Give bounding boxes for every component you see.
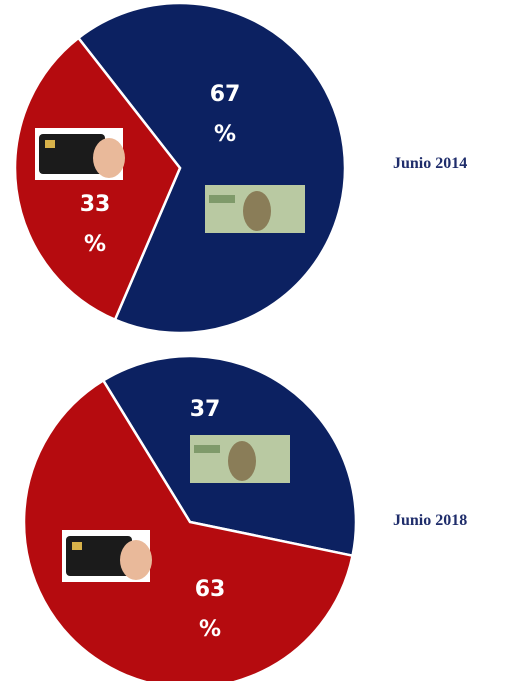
chart-title: Junio 2014 [393,155,468,172]
value-label: 37 [189,397,221,422]
banknote-portrait [243,191,271,231]
chart-title: Junio 2018 [393,512,468,529]
card [39,134,105,174]
card-chip [72,542,82,550]
card-chip [45,140,55,148]
hand [93,138,125,178]
banknote-band [209,195,235,203]
pie-slice [22,378,355,681]
value-label: 33 % [79,192,111,257]
banknote-image [190,435,290,483]
value-label: 67 % [209,82,241,147]
hand [120,540,152,580]
banknote-band [194,445,220,453]
banknote-portrait [228,441,256,481]
card [66,536,132,576]
card-image [62,530,152,582]
value-label: 63 % [194,577,226,642]
banknote-image [205,185,305,233]
card-image [35,128,125,180]
